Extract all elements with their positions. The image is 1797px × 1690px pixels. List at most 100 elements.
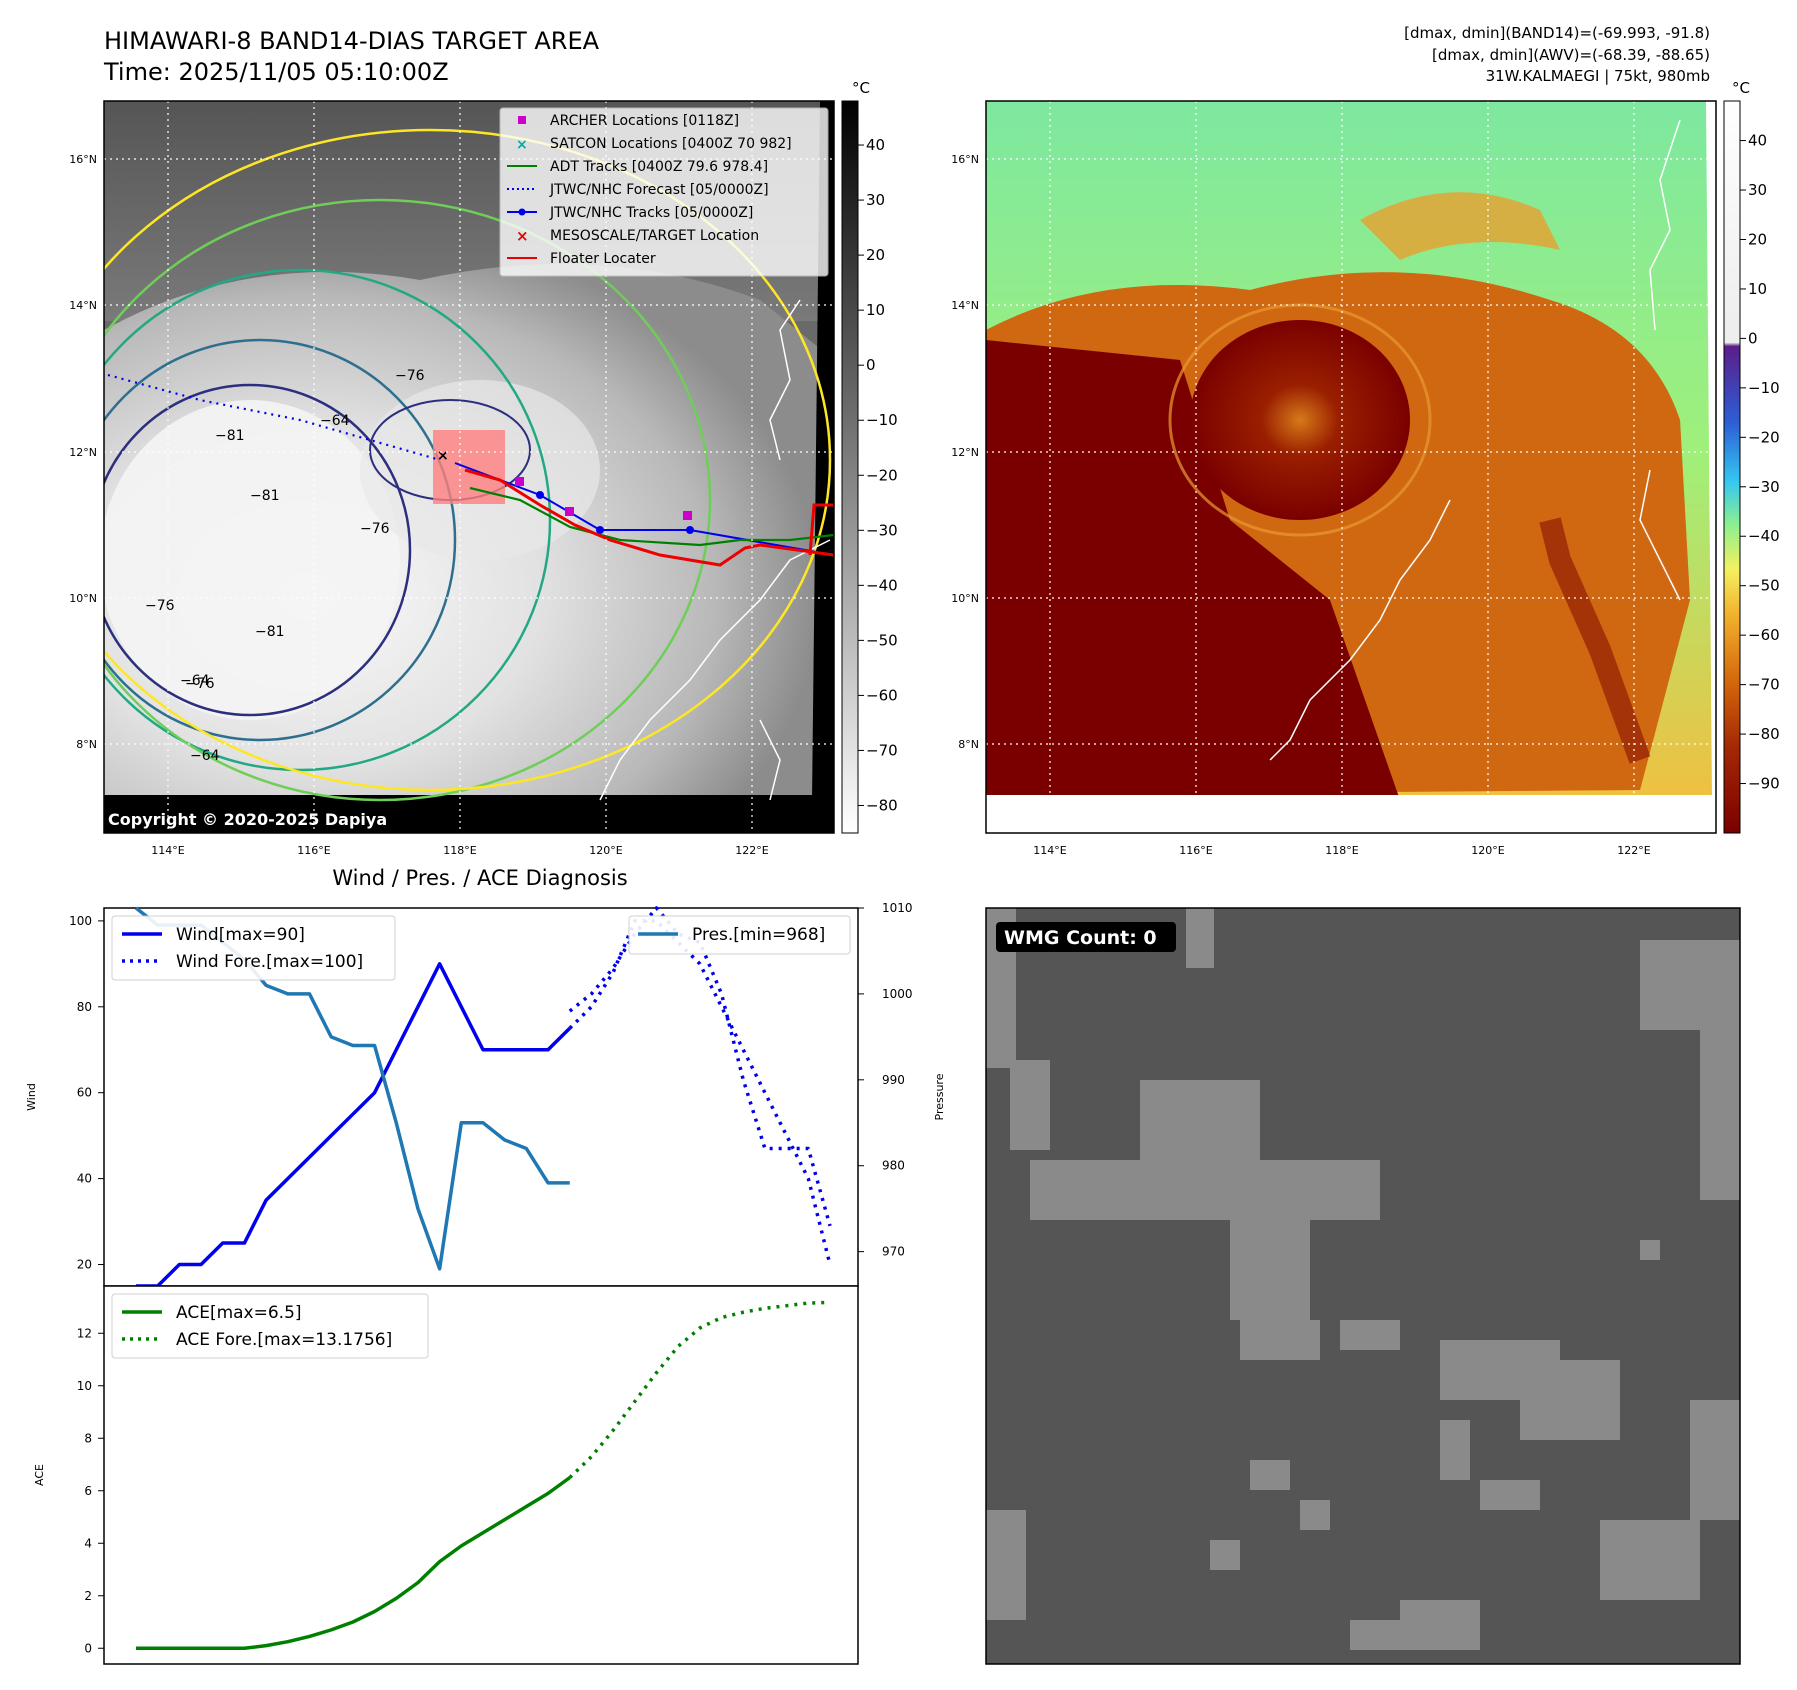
info-awv: [dmax, dmin](AWV)=(-68.39, -88.65)	[1432, 46, 1710, 64]
colorbar-tick-label: 40	[866, 136, 885, 154]
colorbar-tick-label: 0	[1748, 329, 1758, 347]
ir-colorbar: °C 40 30 20 10 0 −10 −20 −30 −40 −50 −60 −70 −80	[841, 79, 898, 834]
pressure-yticks: 1010 1000 990 980 970	[858, 901, 913, 1259]
contour-label: −76	[145, 598, 175, 614]
wind-tick-label: 80	[77, 1000, 92, 1014]
ace-tick-label: 12	[77, 1326, 92, 1340]
lat-label: 16°N	[951, 153, 979, 166]
ir-legend: ARCHER Locations [0118Z] × SATCON Locati…	[499, 107, 829, 277]
lat-label: 10°N	[951, 592, 979, 605]
ace-chart: ACE 12 10 8 6 4 2 0 ACE[max=6.5] ACE Fore.[max…	[33, 1285, 859, 1665]
series-line-ace-fore-max-13-1756	[568, 1300, 831, 1479]
legend-label-ace-fore: ACE Fore.[max=13.1756]	[176, 1330, 392, 1350]
colorbar-tick-label: −70	[1748, 676, 1780, 694]
legend-label-pres: Pres.[min=968]	[692, 925, 825, 945]
legend-label-floater: Floater Locater	[550, 251, 656, 267]
contour-55	[104, 198, 712, 802]
ir-lat-labels: 16°N 14°N 12°N 10°N 8°N	[69, 153, 97, 751]
pressure-tick-label: 990	[882, 1073, 905, 1087]
lon-label: 116°E	[297, 844, 330, 857]
contour-64	[104, 268, 552, 772]
figure-time: Time: 2025/11/05 05:10:00Z	[103, 58, 449, 86]
lon-label: 114°E	[1033, 844, 1066, 857]
colorbar-tick-label: −70	[866, 741, 898, 759]
wmg-count-label: WMG Count: 0	[1004, 927, 1157, 949]
ace-tick-label: 10	[77, 1379, 92, 1393]
colorbar-tick-label: −10	[866, 411, 898, 429]
awv-cold-region	[986, 340, 1400, 800]
colorbar-tick-label: −90	[1748, 775, 1780, 793]
colorbar-tick-label: −60	[866, 686, 898, 704]
colorbar-tick-label: −20	[1748, 428, 1780, 446]
legend-label-target: MESOSCALE/TARGET Location	[550, 228, 759, 244]
awv-gridlines	[986, 101, 1716, 833]
series-line-wind-fore-max-100	[568, 919, 832, 1265]
lon-label: 120°E	[589, 844, 622, 857]
ace-legend: ACE[max=6.5] ACE Fore.[max=13.1756]	[111, 1293, 429, 1359]
ace-tick-label: 0	[84, 1641, 92, 1655]
pressure-axis-label: Pressure	[933, 1073, 946, 1120]
contour-label: −64	[180, 673, 210, 689]
contour-label: −64	[320, 413, 350, 429]
colorbar-tick-label: 20	[1748, 230, 1767, 248]
ace-tick-label: 8	[84, 1431, 92, 1445]
colorbar-tick-label: 0	[866, 356, 876, 374]
legend-label-tracks: JTWC/NHC Tracks [05/0000Z]	[549, 205, 753, 221]
colorbar-tick-label: −30	[866, 521, 898, 539]
series-line-ace-max-6-5	[136, 1476, 571, 1650]
info-band14: [dmax, dmin](BAND14)=(-69.993, -91.8)	[1404, 24, 1710, 42]
lon-label: 118°E	[443, 844, 476, 857]
colorbar-tick-label: 20	[866, 246, 885, 264]
colorbar-tick-label: −80	[1748, 725, 1780, 743]
series-line-wind-max-90	[136, 962, 571, 1288]
lat-label: 12°N	[69, 446, 97, 459]
wmg-count-badge	[996, 922, 1176, 952]
legend-label-satcon: SATCON Locations [0400Z 70 982]	[550, 136, 792, 152]
awv-lon-labels: 114°E 116°E 118°E 120°E 122°E	[1033, 844, 1650, 857]
contour-label: −76	[395, 368, 425, 384]
adt-track	[469, 486, 834, 547]
ace-tick-label: 6	[84, 1484, 92, 1498]
lat-label: 8°N	[76, 738, 97, 751]
wind-yticks: 100 80 60 40 20	[69, 914, 104, 1272]
colorbar-unit: °C	[852, 79, 870, 97]
wind-axis-label: Wind	[25, 1083, 38, 1111]
colorbar-tick-label: −50	[866, 631, 898, 649]
colorbar-tick-label: −50	[1748, 577, 1780, 595]
wind-tick-label: 60	[77, 1086, 92, 1100]
contour-label: −64	[190, 748, 220, 764]
colorbar-tick-label: −40	[866, 576, 898, 594]
lon-label: 114°E	[151, 844, 184, 857]
colorbar-tick-label: −40	[1748, 527, 1780, 545]
colorbar-tick-label: −10	[1748, 379, 1780, 397]
wmg-light-patches	[986, 908, 1740, 1650]
contour-label: −81	[215, 428, 245, 444]
ir-lon-labels: 114°E 116°E 118°E 120°E 122°E	[151, 844, 768, 857]
pressure-legend: Pres.[min=968]	[628, 915, 851, 955]
wind-tick-label: 40	[77, 1172, 92, 1186]
lat-label: 12°N	[951, 446, 979, 459]
contour-45	[104, 128, 832, 792]
colorbar-unit: °C	[1732, 79, 1750, 97]
colorbar-tick-label: −30	[1748, 478, 1780, 496]
wind-pressure-chart: Wind Pressure 100 80 60 40 20 1010 1000 990 980…	[25, 901, 946, 1288]
lat-label: 16°N	[69, 153, 97, 166]
legend-marker-target: ×	[516, 227, 529, 245]
ace-series-group	[136, 1300, 831, 1650]
legend-label-archer: ARCHER Locations [0118Z]	[550, 113, 739, 129]
colorbar-tick-label: −80	[866, 796, 898, 814]
jtwc-forecast-track	[107, 373, 441, 462]
legend-marker-satcon: ×	[516, 137, 528, 153]
legend-label-adt: ADT Tracks [0400Z 79.6 978.4]	[550, 159, 768, 175]
contour-81	[104, 383, 412, 717]
pressure-tick-label: 1010	[882, 901, 913, 915]
awv-colorbar: °C 40 30 20 10 0 −10 −20 −30 −40 −50 −60 −70 −80 −90	[1723, 79, 1780, 834]
coastline	[599, 539, 831, 801]
pressure-tick-label: 1000	[882, 987, 913, 1001]
colorbar-tick-label: 40	[1748, 132, 1767, 150]
svg-text:×: ×	[437, 448, 449, 464]
ace-tick-label: 4	[84, 1536, 92, 1550]
lon-label: 122°E	[735, 844, 768, 857]
ir-map-panel: −76 −64 −81 −76 −81 −76 −64 −76 −81 −64	[69, 79, 898, 857]
